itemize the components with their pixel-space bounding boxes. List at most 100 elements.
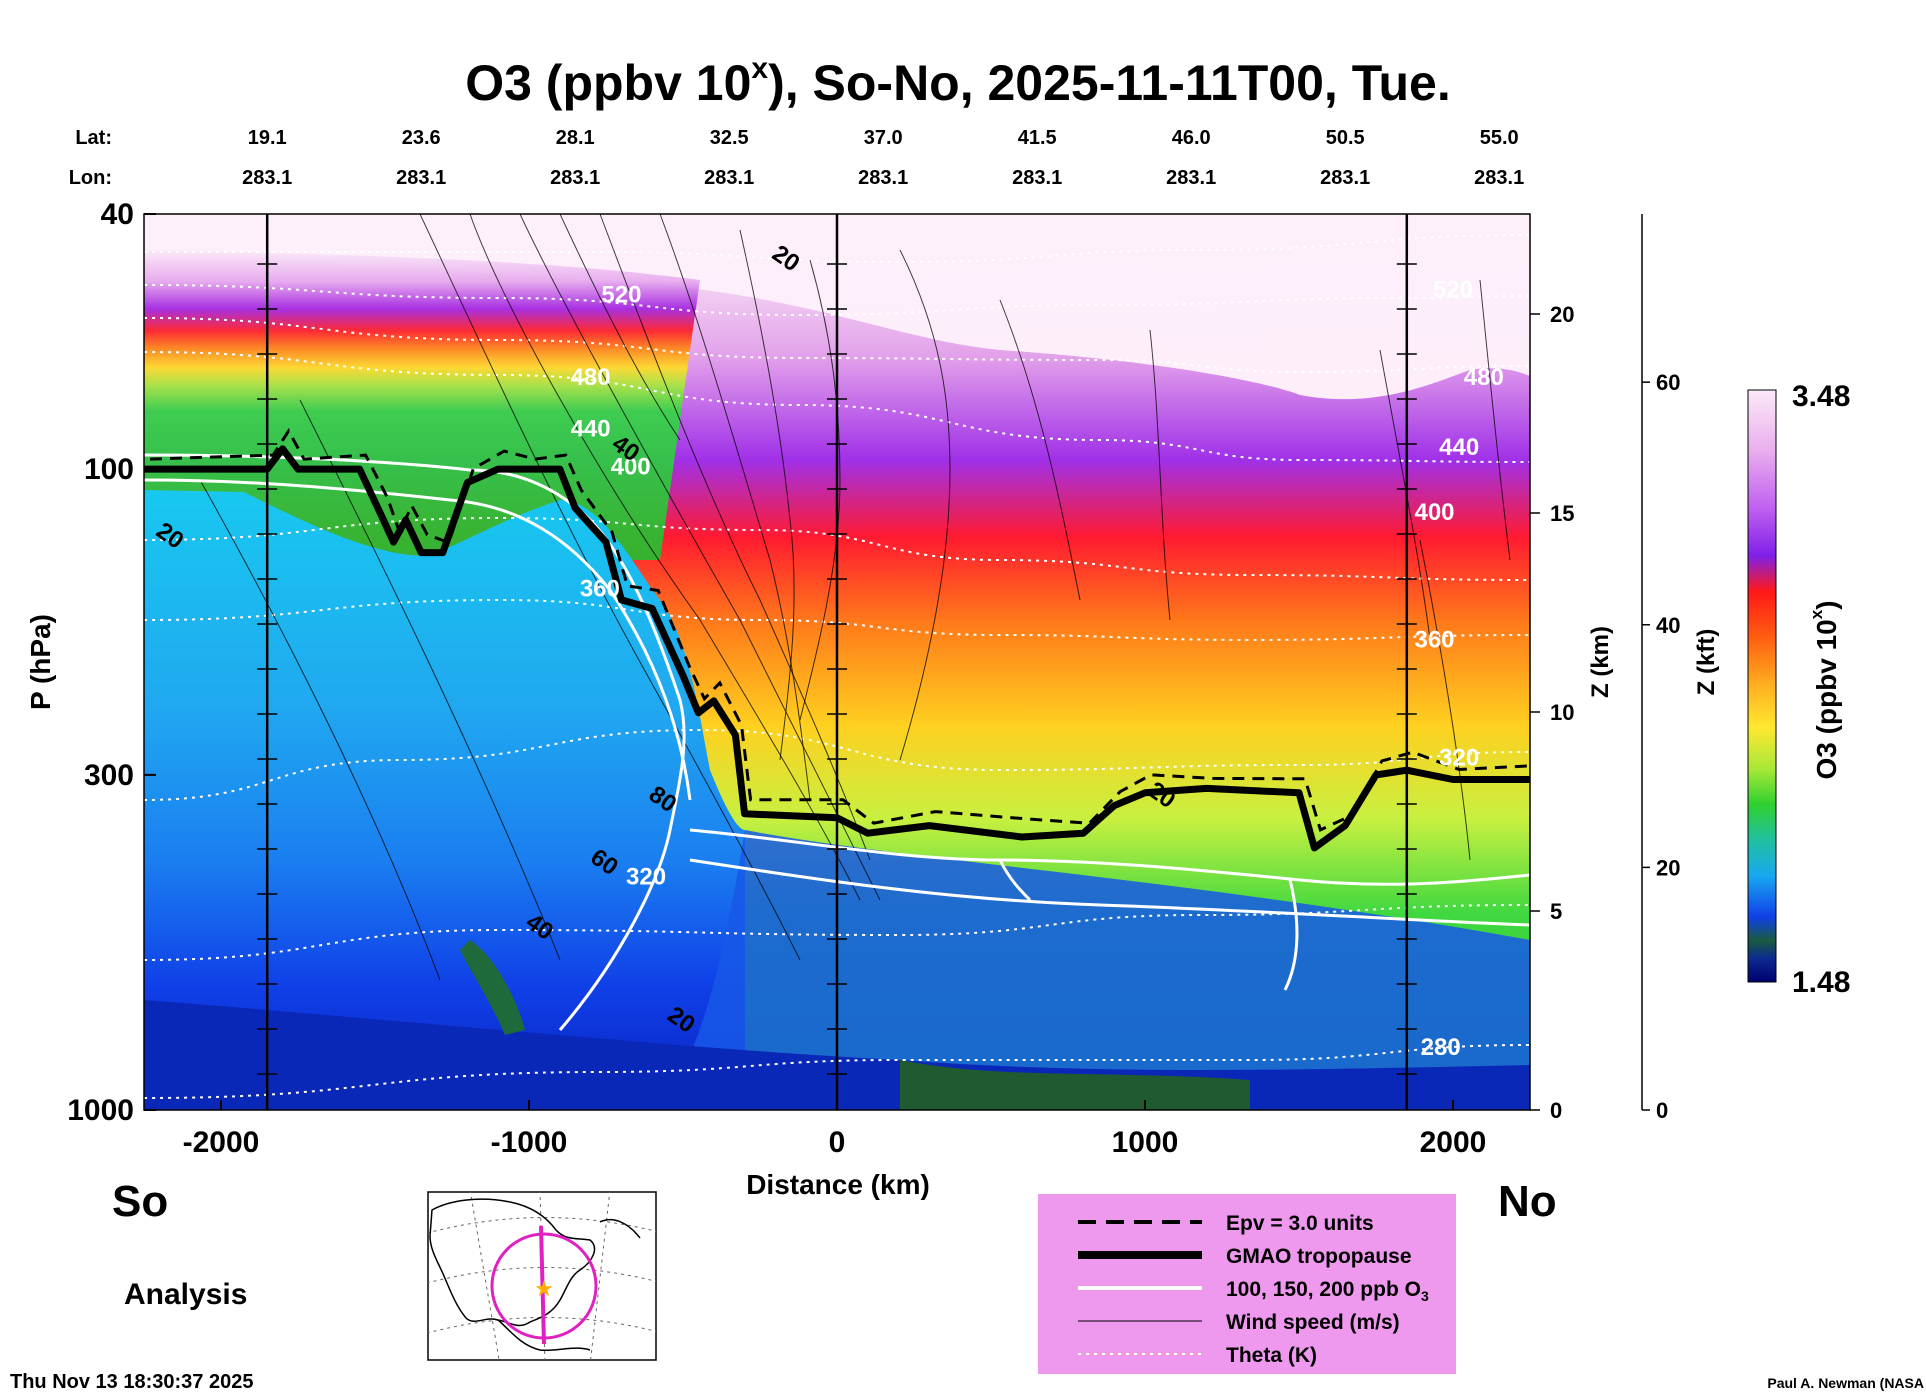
theta-contour-2 xyxy=(144,317,1530,374)
theta-contour-8 xyxy=(144,1044,1530,1099)
stratosphere-left-fill xyxy=(144,250,700,560)
z-km-tick-label-4: 20 xyxy=(1550,302,1574,327)
lon-label: Lon: xyxy=(69,167,112,189)
ozone-contour-4 xyxy=(1283,879,1299,991)
legend-label-0: Epv = 3.0 units xyxy=(1226,1212,1374,1235)
theta-label-0: 520 xyxy=(601,282,641,309)
ozone-contour-0 xyxy=(144,453,686,1031)
z-kft-tick-label-3: 60 xyxy=(1656,370,1680,395)
legend-label-1: GMAO tropopause xyxy=(1226,1245,1412,1268)
z-km-tick-label-3: 15 xyxy=(1550,501,1574,526)
lat-value-7: 50.5 xyxy=(1326,127,1365,149)
wind-contour-4 xyxy=(739,229,795,761)
x-tick-label-1: -1000 xyxy=(491,1126,568,1159)
lon-value-4: 283.1 xyxy=(858,167,908,189)
z-km-label: Z (km) xyxy=(1587,626,1614,698)
theta-label-6: 520 xyxy=(1433,277,1473,304)
lat-value-1: 23.6 xyxy=(402,127,441,149)
epv-line xyxy=(149,427,1530,832)
theta-label-9: 400 xyxy=(1414,499,1454,526)
lon-value-8: 283.1 xyxy=(1474,167,1524,189)
y-axis-label: P (hPa) xyxy=(25,614,56,710)
lat-value-5: 41.5 xyxy=(1018,127,1057,149)
z-kft-tick-label-2: 40 xyxy=(1656,613,1680,638)
troposphere-south-fill xyxy=(144,490,745,1110)
lat-value-0: 19.1 xyxy=(248,127,287,149)
legend-label-3: Wind speed (m/s) xyxy=(1226,1311,1400,1334)
z-km-axis: 0 5 10 15 20 xyxy=(1530,302,1574,1123)
lon-value-7: 283.1 xyxy=(1320,167,1370,189)
wind-contour-0 xyxy=(469,214,861,901)
theta-contours xyxy=(144,234,1530,1099)
wind-contour-11 xyxy=(1149,329,1171,621)
lon-value-3: 283.1 xyxy=(704,167,754,189)
theta-label-2: 440 xyxy=(571,416,611,443)
ozone-contour-5 xyxy=(998,859,1032,902)
wind-contour-15 xyxy=(559,214,681,441)
z-km-tick-label-2: 10 xyxy=(1550,700,1574,725)
z-kft-tick-label-1: 20 xyxy=(1656,855,1680,880)
theta-label-1: 480 xyxy=(571,364,611,391)
x-axis: -2000 -1000 0 1000 2000 xyxy=(183,1100,1487,1159)
lat-value-6: 46.0 xyxy=(1172,127,1211,149)
theta-contour-5 xyxy=(144,598,1530,642)
lat-label: Lat: xyxy=(75,127,112,149)
colorbar xyxy=(1747,389,1777,983)
x-tick-label-4: 2000 xyxy=(1420,1126,1487,1159)
lon-value-5: 283.1 xyxy=(1012,167,1062,189)
surface-low-ozone xyxy=(900,1060,1250,1110)
wind-contour-10 xyxy=(999,299,1081,601)
z-kft-label: Z (kft) xyxy=(1693,629,1720,696)
y-tick-label-3: 1000 xyxy=(67,1094,134,1127)
lat-value-8: 55.0 xyxy=(1480,127,1519,149)
credit: Paul A. Newman (NASA xyxy=(1767,1375,1924,1391)
x-tick-label-3: 1000 xyxy=(1112,1126,1179,1159)
theta-contour-4 xyxy=(144,516,1530,581)
low-ozone-patch xyxy=(460,940,525,1035)
map-coastline-south xyxy=(497,1319,591,1352)
y-tick-label-0: 40 xyxy=(101,198,134,231)
ozone-field: 5204804404003603205204804404003603202802… xyxy=(144,214,1530,1110)
map-track-line xyxy=(539,1225,546,1345)
colorbar-min-label: 1.48 xyxy=(1792,966,1850,999)
theta-label-10: 360 xyxy=(1414,627,1454,654)
lon-value-1: 283.1 xyxy=(396,167,446,189)
y-tick-label-1: 100 xyxy=(84,453,134,486)
lat-value-4: 37.0 xyxy=(864,127,903,149)
z-km-tick-label-0: 0 xyxy=(1550,1098,1562,1123)
y-tick-label-2: 300 xyxy=(84,759,134,792)
lon-value-2: 283.1 xyxy=(550,167,600,189)
north-label: No xyxy=(1498,1177,1557,1226)
wind-contour-12 xyxy=(1379,349,1431,641)
x-tick-label-0: -2000 xyxy=(183,1126,260,1159)
x-tick-label-2: 0 xyxy=(829,1126,846,1159)
wind-contour-9 xyxy=(199,479,441,981)
theta-contour-1 xyxy=(144,284,1530,317)
ozone-contour-2 xyxy=(689,828,1530,886)
south-label: So xyxy=(112,1177,168,1226)
x-axis-label: Distance (km) xyxy=(746,1169,930,1200)
timestamp: Thu Nov 13 18:30:37 2025 xyxy=(10,1371,253,1393)
theta-contour-0 xyxy=(144,234,1530,264)
theta-label-11: 320 xyxy=(1439,744,1479,771)
tropopause-lines xyxy=(144,427,1530,852)
lat-value-2: 28.1 xyxy=(556,127,595,149)
wind-contour-6 xyxy=(899,249,951,761)
map-center-star-icon: ★ xyxy=(534,1276,554,1301)
map-coastline-east xyxy=(599,1218,641,1239)
gmao-tropopause-line xyxy=(144,445,1530,852)
theta-label-3: 400 xyxy=(611,454,651,481)
wind-contour-1 xyxy=(519,214,881,901)
ozone-contour-3 xyxy=(689,858,1530,927)
theta-label-8: 440 xyxy=(1439,434,1479,461)
colorbar-label: O3 (ppbv 10x) xyxy=(1807,600,1842,779)
wind-contour-14 xyxy=(1419,539,1471,861)
legend-label-4: Theta (K) xyxy=(1226,1344,1317,1367)
analysis-label: Analysis xyxy=(124,1278,247,1311)
wind-contours xyxy=(199,214,1511,981)
wind-contour-7 xyxy=(419,214,801,961)
z-kft-axis: 0 20 40 60 xyxy=(1641,214,1680,1123)
theta-label-12: 280 xyxy=(1421,1034,1461,1061)
